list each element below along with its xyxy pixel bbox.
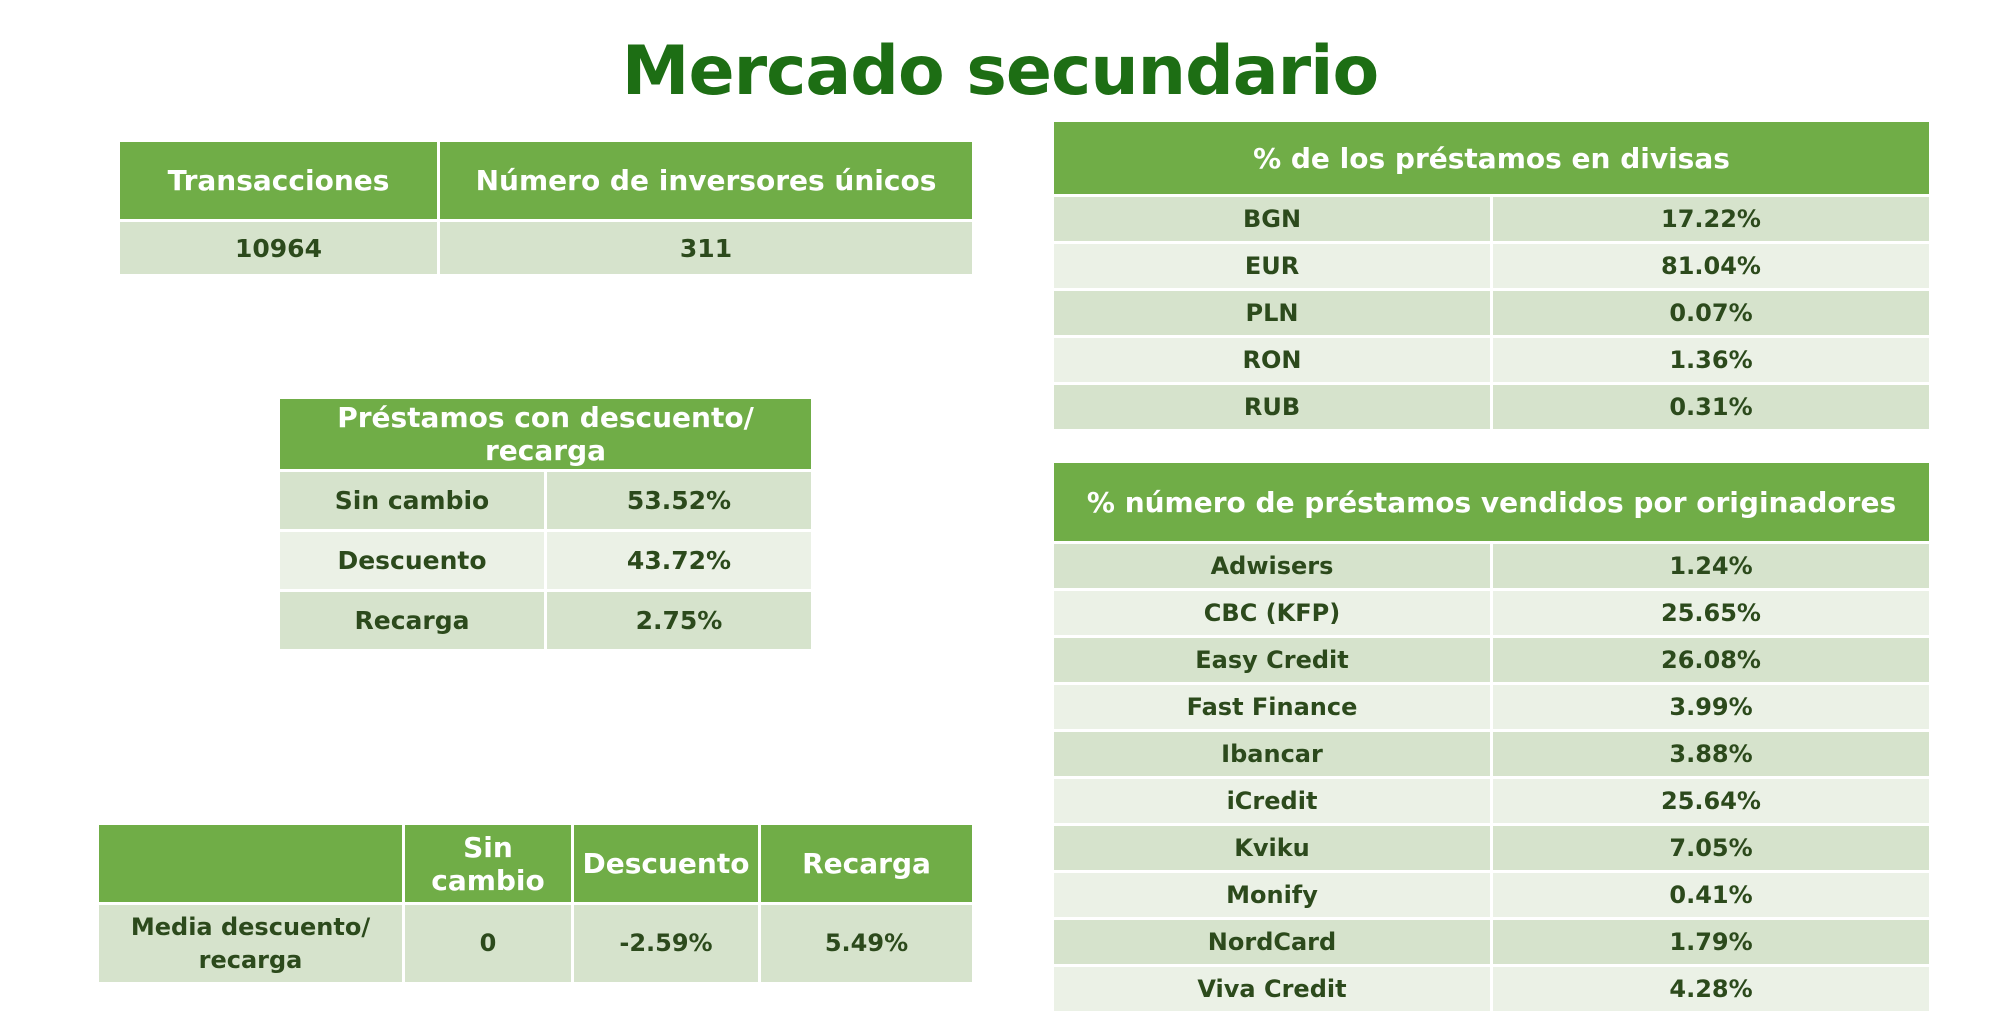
row-value: 0.31% xyxy=(1490,382,1932,432)
row-label: Adwisers xyxy=(1051,541,1493,591)
average-table: Sin cambio Descuento Recarga Media descu… xyxy=(96,822,975,985)
row-label: Kviku xyxy=(1051,823,1493,873)
row-label: RUB xyxy=(1051,382,1493,432)
row-label: NordCard xyxy=(1051,917,1493,967)
header-recarga: Recarga xyxy=(758,822,975,905)
row-label: Sin cambio xyxy=(277,469,547,532)
row-value: 1.79% xyxy=(1489,917,1933,967)
header-empty xyxy=(96,822,405,905)
table-row: Kviku 7.05% xyxy=(1051,823,1933,873)
table-row: Easy Credit 26.08% xyxy=(1051,635,1933,685)
row-label: Fast Finance xyxy=(1051,682,1493,732)
table-row: Monify 0.41% xyxy=(1051,870,1933,920)
originators-table: % número de préstamos vendidos por origi… xyxy=(1050,460,1933,1014)
transactions-table: Transacciones Número de inversores único… xyxy=(117,139,975,277)
row-value: 3.88% xyxy=(1489,729,1933,779)
table-row: RUB 0.31% xyxy=(1051,382,1932,432)
value-recarga: 5.49% xyxy=(758,902,975,985)
table-row: CBC (KFP) 25.65% xyxy=(1051,588,1933,638)
header-descuento: Descuento xyxy=(571,822,761,905)
row-label: PLN xyxy=(1051,288,1493,338)
row-label: iCredit xyxy=(1051,776,1493,826)
row-value: 1.36% xyxy=(1490,335,1932,385)
table-row: 10964 311 xyxy=(117,219,975,277)
currency-table-header: % de los préstamos en divisas xyxy=(1051,119,1932,197)
row-value: 17.22% xyxy=(1490,194,1932,244)
row-label: EUR xyxy=(1051,241,1493,291)
row-label-media: Media descuento/ recarga xyxy=(96,902,405,985)
table-row: PLN 0.07% xyxy=(1051,288,1932,338)
table-row: BGN 17.22% xyxy=(1051,194,1932,244)
header-inversores-unicos: Número de inversores únicos xyxy=(437,139,975,222)
currency-table: % de los préstamos en divisas BGN 17.22% E… xyxy=(1051,119,1932,432)
row-value: 4.28% xyxy=(1489,964,1933,1014)
row-value: 81.04% xyxy=(1490,241,1932,291)
row-label: Viva Credit xyxy=(1051,964,1493,1014)
row-label: BGN xyxy=(1051,194,1493,244)
header-transacciones: Transacciones xyxy=(117,139,440,222)
table-row: iCredit 25.64% xyxy=(1051,776,1933,826)
value-sin-cambio: 0 xyxy=(402,902,574,985)
discount-table: Préstamos con descuento/ recarga Sin cam… xyxy=(277,396,814,652)
table-row: Viva Credit 4.28% xyxy=(1051,964,1933,1014)
table-row: Fast Finance 3.99% xyxy=(1051,682,1933,732)
row-value: 25.65% xyxy=(1489,588,1933,638)
discount-table-header: Préstamos con descuento/ recarga xyxy=(277,396,814,472)
table-row: Media descuento/ recarga 0 -2.59% 5.49% xyxy=(96,902,975,985)
row-value: 53.52% xyxy=(544,469,814,532)
table-row: Recarga 2.75% xyxy=(277,589,814,652)
row-label: Monify xyxy=(1051,870,1493,920)
row-label: Easy Credit xyxy=(1051,635,1493,685)
table-row: Adwisers 1.24% xyxy=(1051,541,1933,591)
row-label: CBC (KFP) xyxy=(1051,588,1493,638)
value-inversores-unicos: 311 xyxy=(437,219,975,277)
row-label: RON xyxy=(1051,335,1493,385)
table-row: Ibancar 3.88% xyxy=(1051,729,1933,779)
originators-table-header: % número de préstamos vendidos por origi… xyxy=(1050,460,1933,544)
row-label: Recarga xyxy=(277,589,547,652)
row-value: 1.24% xyxy=(1489,541,1933,591)
value-transacciones: 10964 xyxy=(117,219,440,277)
value-descuento: -2.59% xyxy=(571,902,761,985)
page-title: Mercado secundario xyxy=(621,32,1379,111)
row-label: Descuento xyxy=(277,529,547,592)
row-value: 0.07% xyxy=(1490,288,1932,338)
table-row: EUR 81.04% xyxy=(1051,241,1932,291)
row-value: 26.08% xyxy=(1489,635,1933,685)
table-row: RON 1.36% xyxy=(1051,335,1932,385)
header-sin-cambio: Sin cambio xyxy=(402,822,574,905)
row-value: 7.05% xyxy=(1489,823,1933,873)
row-value: 0.41% xyxy=(1489,870,1933,920)
row-value: 3.99% xyxy=(1489,682,1933,732)
table-row: Sin cambio 53.52% xyxy=(277,469,814,532)
row-label: Ibancar xyxy=(1051,729,1493,779)
table-row: NordCard 1.79% xyxy=(1051,917,1933,967)
table-row: Descuento 43.72% xyxy=(277,529,814,592)
row-value: 2.75% xyxy=(544,589,814,652)
row-value: 25.64% xyxy=(1489,776,1933,826)
row-value: 43.72% xyxy=(544,529,814,592)
